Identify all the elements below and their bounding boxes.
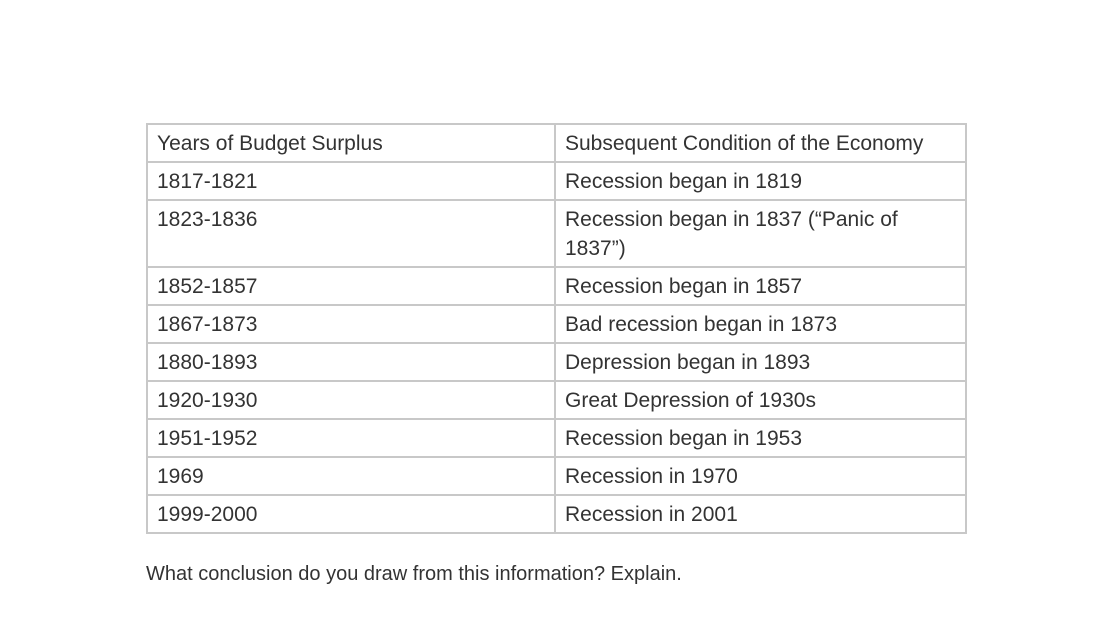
cell-condition: Depression began in 1893: [555, 343, 966, 381]
cell-condition: Recession began in 1837 (“Panic of 1837”…: [555, 200, 966, 267]
cell-condition: Recession in 2001: [555, 495, 966, 533]
cell-years: 1920-1930: [147, 381, 555, 419]
surplus-table-container: Years of Budget Surplus Subsequent Condi…: [146, 123, 967, 534]
cell-condition: Recession in 1970: [555, 457, 966, 495]
cell-years: 1867-1873: [147, 305, 555, 343]
budget-surplus-table: Years of Budget Surplus Subsequent Condi…: [146, 123, 967, 534]
table-row: 1951-1952 Recession began in 1953: [147, 419, 966, 457]
header-years: Years of Budget Surplus: [147, 124, 555, 162]
cell-years: 1880-1893: [147, 343, 555, 381]
table-row: 1823-1836 Recession began in 1837 (“Pani…: [147, 200, 966, 267]
cell-condition: Bad recession began in 1873: [555, 305, 966, 343]
cell-condition: Recession began in 1953: [555, 419, 966, 457]
table-row: 1880-1893 Depression began in 1893: [147, 343, 966, 381]
cell-condition: Great Depression of 1930s: [555, 381, 966, 419]
table-row: 1852-1857 Recession began in 1857: [147, 267, 966, 305]
cell-years: 1969: [147, 457, 555, 495]
table-row: 1999-2000 Recession in 2001: [147, 495, 966, 533]
cell-years: 1951-1952: [147, 419, 555, 457]
cell-condition: Recession began in 1819: [555, 162, 966, 200]
table-row: 1969 Recession in 1970: [147, 457, 966, 495]
table-header-row: Years of Budget Surplus Subsequent Condi…: [147, 124, 966, 162]
table-row: 1867-1873 Bad recession began in 1873: [147, 305, 966, 343]
table-row: 1817-1821 Recession began in 1819: [147, 162, 966, 200]
cell-years: 1999-2000: [147, 495, 555, 533]
cell-years: 1852-1857: [147, 267, 555, 305]
header-condition: Subsequent Condition of the Economy: [555, 124, 966, 162]
cell-years: 1817-1821: [147, 162, 555, 200]
question-text: What conclusion do you draw from this in…: [146, 563, 682, 585]
cell-years: 1823-1836: [147, 200, 555, 267]
table-row: 1920-1930 Great Depression of 1930s: [147, 381, 966, 419]
cell-condition: Recession began in 1857: [555, 267, 966, 305]
